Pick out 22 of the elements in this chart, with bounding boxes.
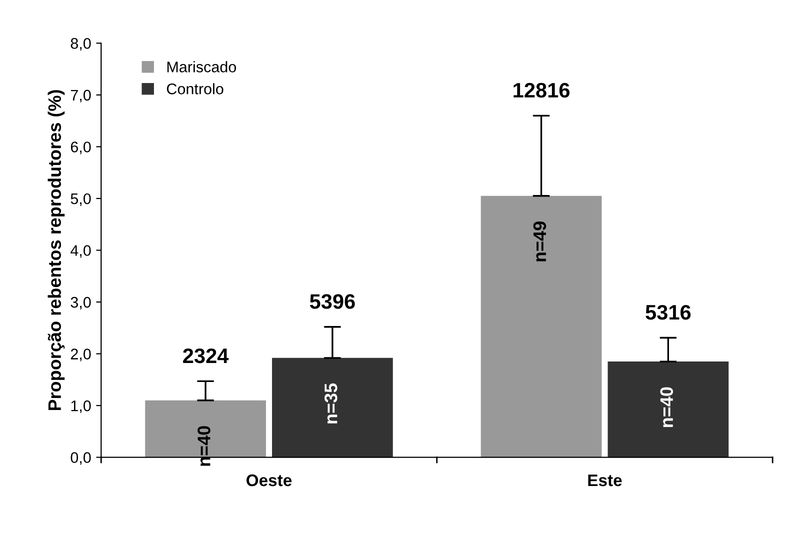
annotation: 12816 <box>514 82 570 98</box>
legend-label: Mariscado <box>167 61 236 72</box>
annotation: n=40 <box>660 387 674 428</box>
y-tick-label: 7,0 <box>70 90 91 102</box>
annotation: 5396 <box>310 294 355 309</box>
y-tick-label: 4,0 <box>70 245 91 258</box>
y-tick-label: 3,0 <box>70 296 91 310</box>
y-tick-label: 1,0 <box>71 400 91 414</box>
y-axis-title: Proporção rebentos reprodutores (%) <box>48 90 65 410</box>
annotation: n=49 <box>533 222 546 262</box>
annotation: 2324 <box>183 348 229 364</box>
y-tick-label: 2,0 <box>70 348 91 362</box>
x-tick-label: Este <box>588 474 622 486</box>
y-tick-label: 8,0 <box>70 38 91 51</box>
annotation: 5316 <box>646 304 691 320</box>
annotation: n=40 <box>198 426 210 466</box>
y-tick-label: 5,0 <box>70 193 91 206</box>
annotation: n=35 <box>324 383 338 424</box>
legend-label: Controlo <box>166 83 224 94</box>
y-tick-label: 0,0 <box>70 452 91 465</box>
y-tick-label: 6,0 <box>70 142 91 154</box>
x-tick-label: Oeste <box>246 474 292 486</box>
